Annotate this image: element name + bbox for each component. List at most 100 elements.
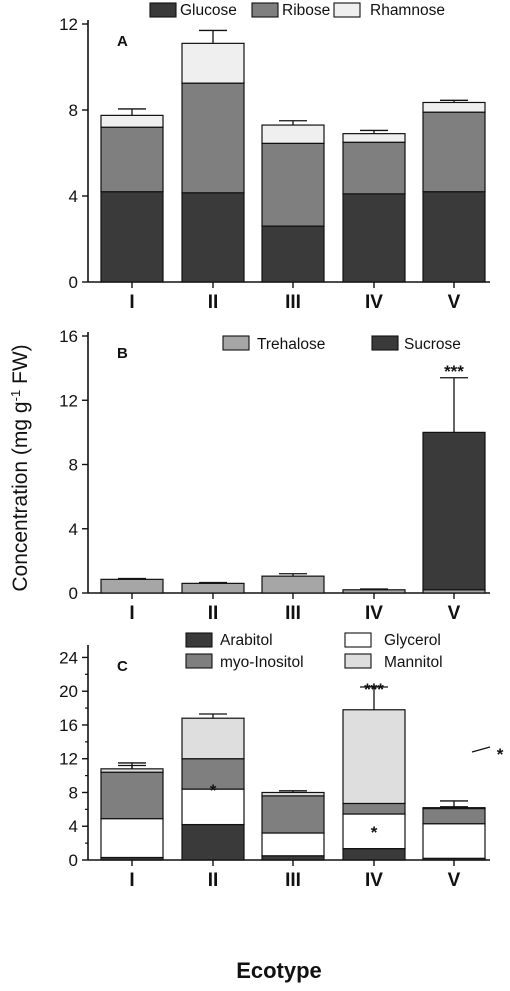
panel-c-significance-iv: *: [371, 823, 378, 842]
panel-b-bar-trehalose-i: [100, 578, 164, 594]
panel-a-y-tick-label: 8: [69, 101, 78, 120]
panel-a-category-label-ii: II: [208, 292, 219, 313]
panel-c-y-tick-label: 24: [59, 648, 78, 667]
panel-a-bar-rhamnose-v: [422, 101, 486, 113]
panel-b-bar-sucrose-v: [422, 431, 486, 591]
panel-a-bar-glucose-ii: [181, 192, 245, 283]
panel-a-letter: A: [117, 33, 128, 50]
panel-c-bar-mannitol-v: [422, 807, 486, 810]
panel-a-bar-glucose-v: [422, 191, 486, 283]
panel-c-annotation-leader-v: [471, 746, 491, 753]
panel-b-y-tick-label: 12: [59, 391, 78, 410]
panel-b-legend-swatch-trehalose: [222, 335, 250, 351]
panel-b-legend-swatch-sucrose: [371, 335, 399, 351]
panel-a-legend-label-ribose: Ribose: [282, 2, 330, 19]
panel-a-y-tick-label: 4: [69, 187, 78, 206]
panel-c-y-tick-label: 8: [69, 783, 78, 802]
panel-a-bar-rhamnose-iii: [261, 124, 325, 144]
panel-c-legend-label-arabitol: Arabitol: [220, 632, 273, 649]
panel-b-y-tick-label: 4: [69, 520, 78, 539]
panel-c-bar-mannitol-ii: [181, 717, 245, 760]
panel-c-y-tick-label: 20: [59, 682, 78, 701]
panel-c-bar-glycerol-iv: [342, 813, 406, 850]
panel-b-bar-trehalose-ii: [181, 582, 245, 594]
panel-a-bar-rhamnose-iv: [342, 133, 406, 143]
panel-a-bar-ribose-v: [422, 111, 486, 193]
panel-b-bar-trehalose-iv: [342, 589, 406, 594]
panel-c-category-label-iii: III: [285, 870, 301, 891]
panel-a-legend-label-rhamnose: Rhamnose: [370, 2, 445, 19]
panel-c-legend-swatch-mannitol: [344, 653, 372, 669]
panel-a-bar-ribose-iii: [261, 142, 325, 227]
panel-a-legend-label-glucose: Glucose: [180, 2, 237, 19]
panel-c-legend-label-mannitol: Mannitol: [384, 654, 443, 671]
panel-b-y-tick-label: 0: [69, 584, 78, 603]
panel-a-bar-ribose-i: [100, 126, 164, 193]
panel-c-category-label-v: V: [448, 870, 461, 891]
panel-c-bar-glycerol-iii: [261, 832, 325, 857]
panel-c-bar-myo-inositol-iii: [261, 795, 325, 834]
panel-c-legend-swatch-arabitol: [185, 632, 213, 648]
panel-a-y-tick-label: 12: [59, 15, 78, 34]
panel-c-y-tick-label: 4: [69, 817, 78, 836]
panel-b-category-label-i: I: [129, 603, 134, 624]
panel-c-bar-glycerol-v: [422, 823, 486, 859]
panel-c-significance-ii: *: [210, 781, 217, 800]
panel-b-category-label-iv: IV: [365, 603, 383, 624]
panel-b-category-label-v: V: [448, 603, 461, 624]
panel-c-legend-swatch-glycerol: [344, 632, 372, 648]
panel-b-legend-label-sucrose: Sucrose: [404, 336, 461, 353]
panel-b-significance-v: ***: [444, 362, 464, 381]
panel-c-bar-myo-inositol-ii: [181, 758, 245, 790]
panel-c-letter: C: [117, 658, 128, 675]
x-axis-label: Ecotype: [236, 958, 322, 983]
panel-c-bar-mannitol-i: [100, 768, 164, 773]
panel-c-y-tick-label: 0: [69, 851, 78, 870]
panel-c-legend-label-glycerol: Glycerol: [384, 632, 441, 649]
panel-a-bar-glucose-iv: [342, 193, 406, 283]
panel-c-legend-swatch-myo-inositol: [185, 653, 213, 669]
panel-c-y-tick-label: 16: [59, 716, 78, 735]
panel-a-category-label-i: I: [129, 292, 134, 313]
panel-c-legend-label-myo-inositol: myo-Inositol: [220, 654, 304, 671]
panel-a-category-label-v: V: [448, 292, 461, 313]
panel-a-bar-ribose-iv: [342, 141, 406, 195]
panel-b-bar-trehalose-iii: [261, 575, 325, 594]
panel-c-bar-myo-inositol-iv: [342, 802, 406, 815]
panel-b-letter: B: [117, 345, 128, 362]
panel-a-bar-ribose-ii: [181, 82, 245, 194]
panel-c-category-label-iv: IV: [365, 870, 383, 891]
panel-a-bar-rhamnose-i: [100, 114, 164, 128]
panel-c-bar-arabitol-iv: [342, 848, 406, 861]
panel-c-significance-v: *: [497, 745, 504, 764]
panel-a-legend-swatch-glucose: [149, 2, 177, 18]
panel-a-category-label-iv: IV: [365, 292, 383, 313]
panel-a-bar-rhamnose-ii: [181, 42, 245, 84]
panel-c-bar-glycerol-i: [100, 818, 164, 859]
panel-a-bar-glucose-iii: [261, 225, 325, 283]
y-axis-label: Concentration (mg g-1 FW): [8, 344, 33, 591]
panel-c-significance-iv: ***: [364, 680, 384, 699]
panel-c-bar-arabitol-iii: [261, 855, 325, 861]
panel-b-category-label-iii: III: [285, 603, 301, 624]
panel-c-category-label-i: I: [129, 870, 134, 891]
panel-c-y-tick-label: 12: [59, 750, 78, 769]
panel-c-bar-glycerol-ii: [181, 788, 245, 826]
panel-a-y-tick-label: 0: [69, 273, 78, 292]
panel-a-legend-swatch-ribose: [251, 2, 279, 18]
panel-b-category-label-ii: II: [208, 603, 219, 624]
panel-c-bar-mannitol-iii: [261, 791, 325, 797]
panel-a-bar-glucose-i: [100, 191, 164, 283]
panel-b-y-tick-label: 16: [59, 327, 78, 346]
panel-c-bar-mannitol-iv: [342, 709, 406, 805]
panel-c-bar-myo-inositol-i: [100, 771, 164, 820]
panel-c-category-label-ii: II: [208, 870, 219, 891]
panel-b-legend-label-trehalose: Trehalose: [257, 336, 325, 353]
panel-a-legend-swatch-rhamnose: [333, 2, 361, 18]
panel-c-bar-myo-inositol-v: [422, 807, 486, 825]
panel-a-category-label-iii: III: [285, 292, 301, 313]
